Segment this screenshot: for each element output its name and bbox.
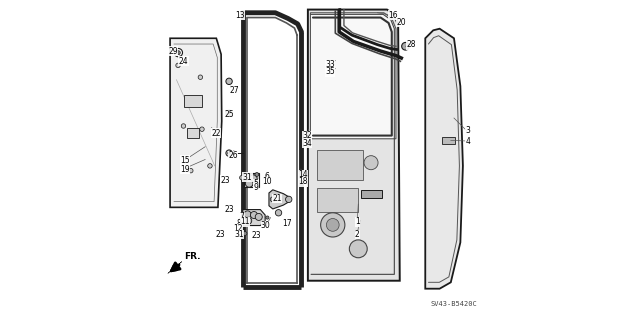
Text: 1: 1 xyxy=(355,217,360,226)
Polygon shape xyxy=(269,190,289,209)
Text: 10: 10 xyxy=(262,177,272,186)
Circle shape xyxy=(326,219,339,231)
Circle shape xyxy=(181,124,186,128)
Circle shape xyxy=(245,180,253,187)
Circle shape xyxy=(321,213,345,237)
Polygon shape xyxy=(308,10,400,281)
Text: 4: 4 xyxy=(465,137,470,146)
Text: 21: 21 xyxy=(272,194,282,203)
Text: 23: 23 xyxy=(252,231,261,240)
Text: 8: 8 xyxy=(236,219,241,228)
Circle shape xyxy=(200,127,204,131)
Text: 17: 17 xyxy=(283,219,292,228)
Text: 32: 32 xyxy=(303,131,312,140)
Circle shape xyxy=(239,217,244,221)
Text: 7: 7 xyxy=(240,212,244,221)
Text: 20: 20 xyxy=(397,18,406,27)
Polygon shape xyxy=(310,13,396,139)
Text: SV43-B5420C: SV43-B5420C xyxy=(431,301,477,307)
Circle shape xyxy=(176,63,180,68)
Circle shape xyxy=(285,196,292,203)
Text: 15: 15 xyxy=(180,156,189,165)
Bar xyxy=(442,137,455,144)
Text: FR.: FR. xyxy=(184,252,201,261)
Circle shape xyxy=(244,217,252,224)
Text: 5: 5 xyxy=(253,179,259,188)
Text: 23: 23 xyxy=(220,176,230,185)
Text: 31: 31 xyxy=(234,230,244,239)
Bar xyxy=(184,95,202,107)
Text: 19: 19 xyxy=(180,165,189,174)
Circle shape xyxy=(226,110,232,116)
Circle shape xyxy=(250,175,257,182)
Text: 2: 2 xyxy=(355,230,360,239)
Text: 9: 9 xyxy=(253,183,258,192)
Text: 34: 34 xyxy=(302,139,312,148)
Text: 14: 14 xyxy=(298,170,308,179)
Circle shape xyxy=(270,197,275,202)
Polygon shape xyxy=(425,29,463,289)
Text: 16: 16 xyxy=(388,11,398,20)
Polygon shape xyxy=(170,38,221,207)
Text: 35: 35 xyxy=(325,67,335,76)
Polygon shape xyxy=(243,210,265,226)
Text: 6: 6 xyxy=(265,172,270,181)
Circle shape xyxy=(364,156,378,170)
Bar xyxy=(187,128,200,138)
Circle shape xyxy=(244,173,252,181)
Bar xyxy=(317,188,358,212)
Polygon shape xyxy=(244,173,259,187)
Text: 24: 24 xyxy=(179,57,188,66)
Circle shape xyxy=(208,164,212,168)
Circle shape xyxy=(243,232,247,235)
Circle shape xyxy=(198,75,203,79)
Text: 26: 26 xyxy=(228,151,238,160)
Circle shape xyxy=(174,48,182,57)
Text: 12: 12 xyxy=(233,224,243,233)
Bar xyxy=(317,150,363,180)
Circle shape xyxy=(189,168,193,173)
Circle shape xyxy=(177,51,180,55)
Text: 23: 23 xyxy=(216,230,226,239)
Text: 30: 30 xyxy=(261,221,271,230)
Circle shape xyxy=(228,112,230,115)
Bar xyxy=(362,190,382,198)
Circle shape xyxy=(255,173,259,176)
Polygon shape xyxy=(168,262,182,273)
Text: 31: 31 xyxy=(243,173,252,182)
Circle shape xyxy=(255,213,262,220)
Circle shape xyxy=(239,175,244,180)
Text: 3: 3 xyxy=(465,126,470,135)
Text: 18: 18 xyxy=(298,177,308,186)
Text: 29: 29 xyxy=(168,47,178,56)
Text: 13: 13 xyxy=(235,11,244,20)
Text: 33: 33 xyxy=(325,60,335,69)
Circle shape xyxy=(226,78,232,85)
Circle shape xyxy=(226,150,232,156)
Circle shape xyxy=(266,216,269,219)
Text: 11: 11 xyxy=(240,217,250,226)
Circle shape xyxy=(402,42,410,50)
Text: 22: 22 xyxy=(212,129,221,138)
Circle shape xyxy=(250,211,257,219)
Text: 25: 25 xyxy=(224,110,234,119)
Circle shape xyxy=(275,210,282,216)
Text: 28: 28 xyxy=(406,40,416,49)
Text: 23: 23 xyxy=(224,205,234,214)
Circle shape xyxy=(349,240,367,258)
Circle shape xyxy=(244,211,251,218)
Text: 27: 27 xyxy=(230,86,239,95)
Circle shape xyxy=(228,152,230,154)
